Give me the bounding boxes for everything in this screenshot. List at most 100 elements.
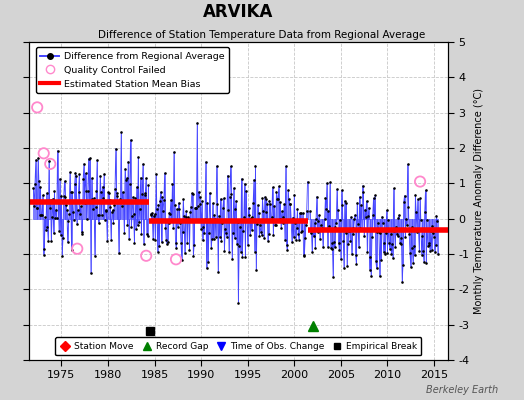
Point	[180, 212, 188, 219]
Point	[61, 194, 70, 200]
Point	[258, 195, 267, 202]
Point	[249, 200, 257, 206]
Point	[244, 242, 252, 248]
Point	[202, 159, 210, 165]
Point	[277, 224, 285, 231]
Point	[255, 233, 264, 239]
Point	[253, 221, 261, 227]
Point	[431, 249, 439, 255]
Point	[126, 181, 134, 187]
Point	[265, 231, 273, 237]
Point	[379, 220, 387, 226]
Point	[278, 220, 287, 226]
Point	[378, 213, 386, 220]
Point	[248, 214, 257, 220]
Point	[60, 193, 68, 199]
Point	[53, 147, 62, 154]
Point	[179, 196, 188, 202]
Point	[303, 178, 312, 185]
Point	[48, 214, 56, 220]
Point	[170, 149, 178, 155]
Point	[31, 157, 40, 163]
Point	[362, 198, 370, 204]
Point	[161, 224, 170, 231]
Point	[371, 192, 379, 199]
Point	[272, 188, 281, 195]
Point	[32, 205, 41, 212]
Point	[383, 250, 391, 256]
Point	[418, 233, 427, 239]
Point	[268, 214, 276, 220]
Point	[97, 212, 106, 218]
Point	[157, 189, 165, 195]
Point	[86, 155, 94, 161]
Point	[69, 209, 77, 215]
Point	[154, 248, 162, 255]
Point	[169, 225, 178, 231]
Point	[232, 197, 241, 204]
Point	[207, 245, 215, 251]
Point	[85, 199, 94, 205]
Point	[391, 244, 399, 250]
Point	[417, 217, 425, 223]
Point	[74, 189, 83, 195]
Point	[307, 227, 315, 234]
Point	[160, 170, 169, 176]
Point	[184, 216, 193, 223]
Point	[392, 231, 401, 237]
Point	[381, 251, 389, 258]
Point	[72, 172, 80, 179]
Point	[144, 233, 152, 240]
Point	[196, 201, 204, 208]
Point	[344, 240, 352, 247]
Point	[341, 198, 349, 204]
Text: Berkeley Earth: Berkeley Earth	[425, 385, 498, 395]
Point	[118, 202, 126, 209]
Point	[355, 194, 364, 200]
Point	[43, 224, 52, 230]
Point	[46, 197, 54, 203]
Point	[278, 208, 286, 215]
Point	[334, 206, 342, 213]
Point	[256, 222, 264, 228]
Point	[309, 227, 317, 234]
Point	[236, 224, 244, 230]
Point	[346, 237, 354, 244]
Point	[106, 204, 115, 210]
Point	[259, 208, 267, 214]
Point	[113, 190, 122, 196]
Point	[33, 104, 41, 110]
Point	[63, 206, 71, 213]
Point	[202, 265, 211, 272]
Point	[90, 195, 98, 202]
Point	[44, 238, 52, 244]
Point	[252, 266, 260, 273]
Point	[368, 212, 377, 218]
Point	[149, 212, 158, 219]
Point	[88, 175, 96, 182]
Point	[33, 205, 41, 212]
Point	[380, 239, 389, 246]
Point	[246, 232, 254, 238]
Point	[326, 179, 334, 186]
Point	[158, 194, 167, 200]
Point	[57, 192, 66, 199]
Point	[389, 254, 397, 261]
Point	[178, 229, 187, 236]
Point	[134, 154, 143, 160]
Point	[152, 171, 160, 177]
Point	[214, 269, 222, 275]
Point	[39, 251, 48, 258]
Point	[226, 194, 234, 200]
Point	[148, 210, 156, 216]
Point	[115, 198, 124, 204]
Point	[57, 232, 65, 238]
Point	[376, 273, 384, 280]
Point	[356, 225, 365, 232]
Point	[108, 209, 116, 215]
Point	[94, 212, 102, 218]
Point	[291, 220, 299, 226]
Point	[339, 202, 347, 208]
Point	[342, 200, 351, 207]
Point	[318, 225, 326, 231]
